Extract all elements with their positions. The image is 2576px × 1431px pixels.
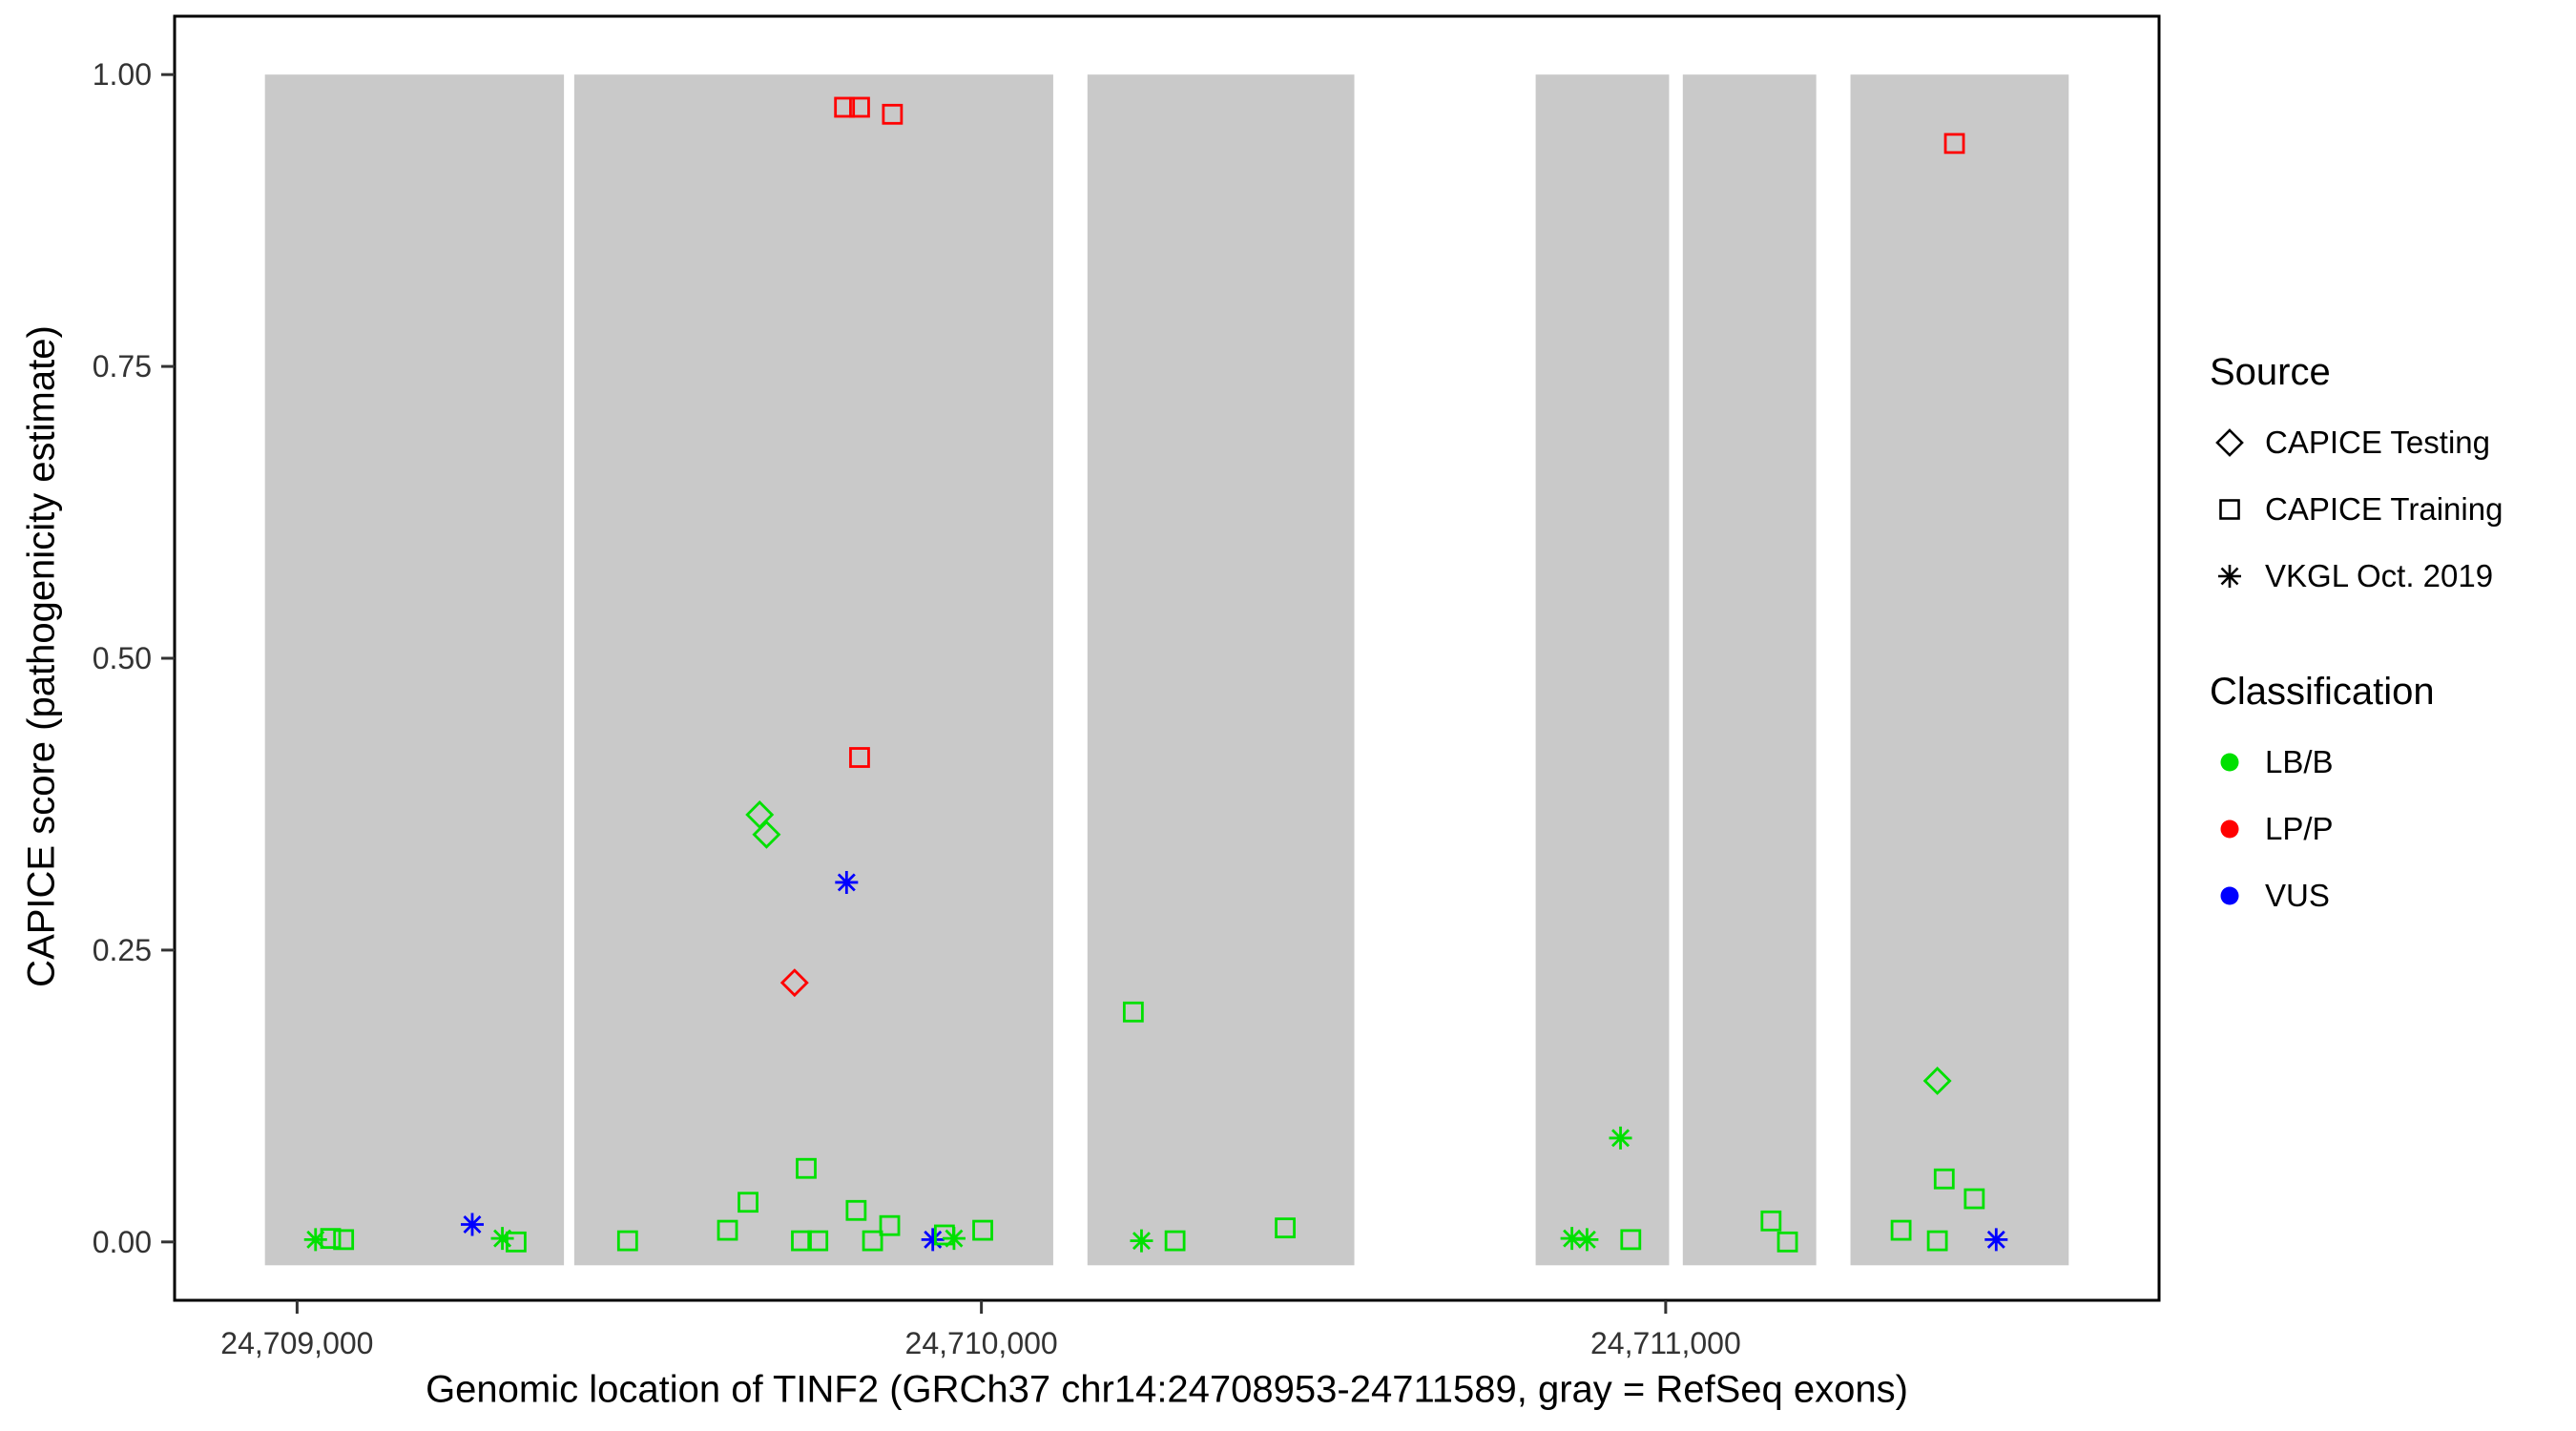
data-point-square	[796, 1157, 817, 1179]
legend-class-items: LB/B LP/P VUS	[2210, 742, 2576, 916]
legend-dot-icon	[2220, 819, 2239, 839]
legend-dot	[2220, 819, 2239, 839]
legend: Source CAPICE Testing CAPICE Training VKGL…	[2210, 351, 2576, 943]
y-tick-label: 0.25	[93, 933, 152, 967]
refseq-exon-band	[1850, 74, 2069, 1266]
legend-item-label: CAPICE Testing	[2265, 425, 2490, 460]
legend-dot-icon	[2220, 753, 2239, 772]
legend-item: CAPICE Testing	[2210, 423, 2576, 463]
data-point-diamond	[1922, 1066, 1952, 1095]
legend-dot-icon	[2220, 886, 2239, 905]
refseq-exon-band	[264, 74, 565, 1266]
legend-item: VUS	[2210, 876, 2576, 916]
y-tick-label: 0.75	[93, 349, 152, 384]
y-axis-title: CAPICE score (pathogenicity estimate)	[20, 325, 63, 987]
x-tick-label: 24,710,000	[905, 1326, 1058, 1360]
data-point-square	[1963, 1188, 1985, 1210]
data-point-asterisk	[490, 1227, 514, 1251]
exon-bands	[264, 74, 2069, 1266]
data-point-square	[1760, 1210, 1782, 1232]
axes: 24,709,000 24,710,000 24,711,000 0.00 0.25 0.…	[93, 57, 1741, 1360]
data-point-square	[717, 1219, 738, 1241]
y-tick-label: 1.00	[93, 57, 152, 92]
data-points	[303, 96, 2008, 1253]
legend-item-label: VKGL Oct. 2019	[2265, 558, 2494, 593]
legend-diamond-icon	[2215, 428, 2244, 457]
data-point-diamond	[779, 968, 809, 998]
legend-item: VKGL Oct. 2019	[2210, 556, 2576, 596]
data-point-square	[972, 1219, 993, 1241]
data-point-square	[1776, 1231, 1798, 1253]
legend-source-items: CAPICE Testing CAPICE Training VKGL Oct. 2…	[2210, 423, 2576, 596]
data-point-square	[1275, 1217, 1296, 1239]
data-point-asterisk	[1130, 1229, 1153, 1253]
data-point-square	[1943, 133, 1965, 155]
legend-item: CAPICE Training	[2210, 489, 2576, 529]
data-point-square	[333, 1229, 355, 1251]
data-point-square	[882, 103, 904, 125]
data-point-asterisk	[303, 1228, 327, 1252]
data-point-square	[2219, 499, 2240, 520]
refseq-exon-band	[1087, 74, 1355, 1266]
data-point-asterisk	[1984, 1228, 2008, 1252]
x-tick-label: 24,711,000	[1590, 1326, 1741, 1360]
legend-item-label: CAPICE Training	[2265, 491, 2503, 527]
legend-square-icon	[2219, 499, 2240, 520]
data-point-square	[791, 1230, 812, 1252]
data-point-asterisk	[835, 870, 859, 894]
refseq-exon-band	[1535, 74, 1670, 1266]
data-point-square	[862, 1230, 883, 1252]
legend-dot	[2220, 753, 2239, 772]
data-point-asterisk	[1560, 1227, 1584, 1251]
data-point-square	[849, 747, 870, 768]
legend-source-title: Source	[2210, 351, 2331, 393]
data-point-square	[320, 1228, 342, 1250]
legend-item: LB/B	[2210, 742, 2576, 782]
legend-item-label: VUS	[2265, 878, 2330, 913]
data-point-asterisk	[461, 1213, 484, 1236]
legend-item-label: LB/B	[2265, 744, 2334, 779]
legend-item-label: LP/P	[2265, 811, 2334, 846]
refseq-exon-band	[1682, 74, 1817, 1266]
y-tick-label: 0.00	[93, 1225, 152, 1259]
legend-item: LP/P	[2210, 809, 2576, 849]
data-point-asterisk	[942, 1227, 966, 1251]
data-point-square	[807, 1230, 829, 1252]
data-point-square	[834, 96, 856, 118]
data-point-square	[1926, 1230, 1948, 1252]
data-point-square	[1122, 1001, 1144, 1023]
refseq-exon-band	[573, 74, 1053, 1266]
y-tick-label: 0.50	[93, 641, 152, 675]
data-point-asterisk	[1609, 1126, 1632, 1150]
legend-asterisk-icon	[2218, 565, 2241, 588]
data-point-square	[616, 1230, 638, 1252]
x-tick-label: 24,709,000	[220, 1326, 373, 1360]
data-point-asterisk	[2218, 565, 2241, 588]
data-point-diamond	[2215, 428, 2244, 457]
data-point-square	[1620, 1229, 1642, 1251]
data-point-square	[849, 96, 870, 118]
legend-dot	[2220, 886, 2239, 905]
data-point-square	[737, 1192, 758, 1213]
data-point-square	[1933, 1168, 1955, 1190]
data-point-asterisk	[921, 1228, 945, 1252]
data-point-asterisk	[1575, 1228, 1599, 1252]
data-point-square	[879, 1214, 901, 1236]
legend-classification-title: Classification	[2210, 671, 2435, 713]
data-point-square	[845, 1199, 867, 1221]
x-axis-title: Genomic location of TINF2 (GRCh37 chr14:…	[426, 1368, 1908, 1411]
data-point-diamond	[752, 819, 781, 849]
data-point-square	[1890, 1219, 1912, 1241]
data-point-square	[1164, 1230, 1186, 1252]
data-point-square	[506, 1231, 527, 1253]
